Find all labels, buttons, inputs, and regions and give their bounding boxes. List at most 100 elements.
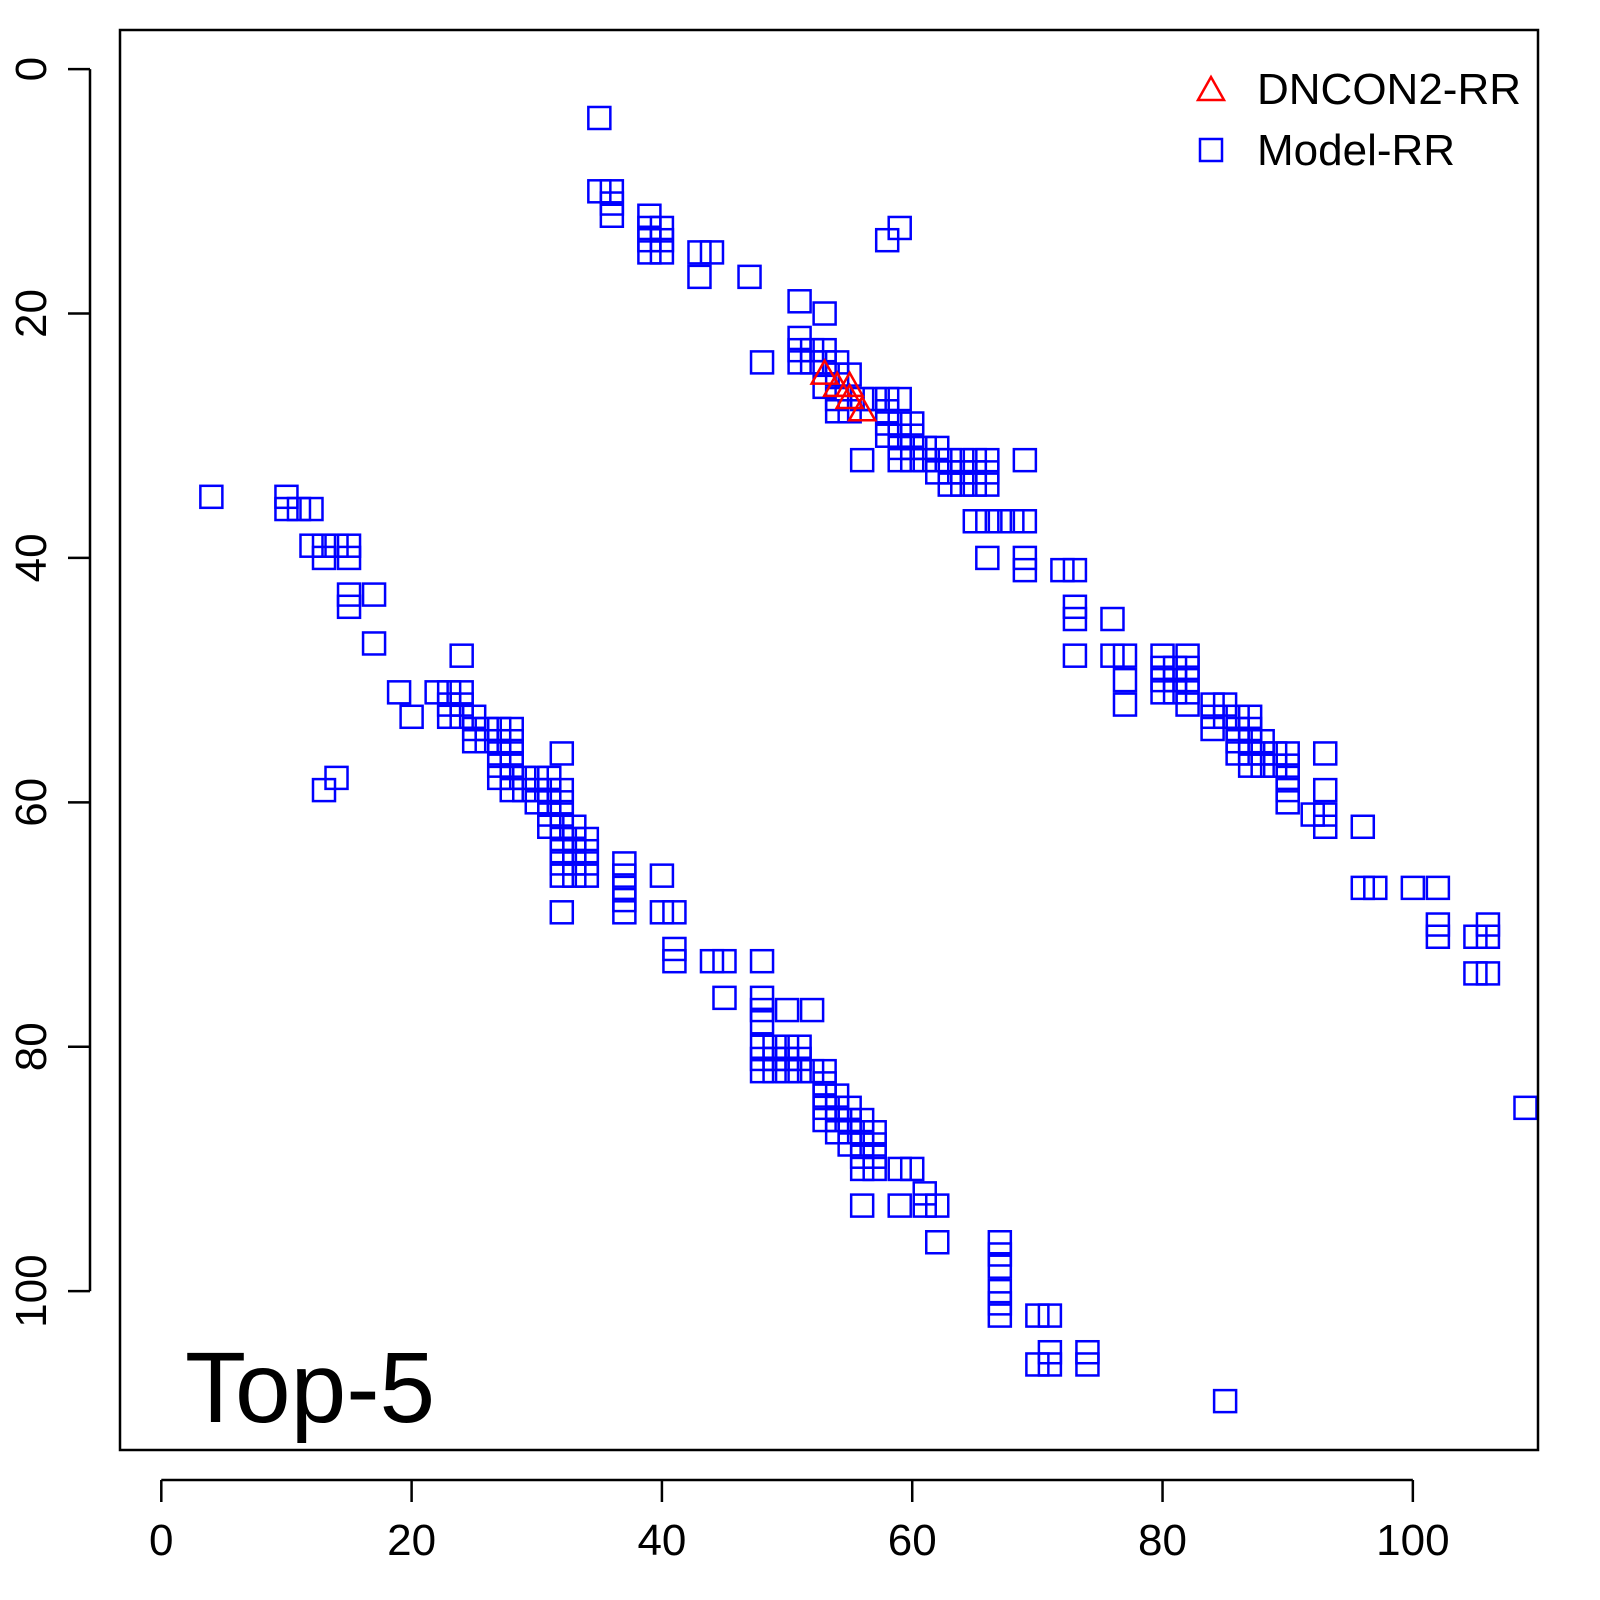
point-model-rr xyxy=(899,1156,925,1182)
x-tick-label: 100 xyxy=(1376,1516,1449,1565)
point-model-rr xyxy=(699,240,725,265)
point-model-rr xyxy=(574,863,600,888)
point-model-rr xyxy=(1312,777,1338,803)
point-model-rr xyxy=(687,264,712,290)
point-model-rr xyxy=(1062,606,1088,632)
legend-label: Model-RR xyxy=(1257,126,1455,175)
point-model-rr xyxy=(299,496,324,522)
point-model-rr xyxy=(1012,447,1038,473)
point-model-rr xyxy=(712,985,737,1011)
y-tick-label: 20 xyxy=(7,289,56,338)
x-tick-label: 20 xyxy=(387,1516,436,1565)
point-model-rr xyxy=(687,240,712,265)
legend-entry-model-rr: Model-RR xyxy=(1198,126,1455,175)
y-tick-label: 0 xyxy=(7,57,56,81)
point-model-rr xyxy=(987,1254,1013,1279)
point-model-rr xyxy=(737,264,762,290)
point-model-rr xyxy=(849,386,875,412)
y-tick-label: 40 xyxy=(7,533,56,582)
point-model-rr xyxy=(1463,961,1488,986)
point-model-rr xyxy=(1363,875,1388,901)
point-model-rr xyxy=(274,496,299,522)
point-model-rr xyxy=(887,1156,912,1182)
y-tick-label: 80 xyxy=(7,1022,56,1071)
point-model-rr xyxy=(587,105,612,131)
point-model-rr xyxy=(749,1010,775,1035)
point-model-rr xyxy=(649,863,675,888)
point-model-rr xyxy=(1012,509,1038,534)
legend-entry-dncon2-rr: DNCON2-RR xyxy=(1195,65,1521,114)
x-axis: 0 20 40 60 80 100 xyxy=(149,1478,1450,1565)
point-model-rr xyxy=(1062,557,1088,583)
point-model-rr xyxy=(361,631,387,656)
point-model-rr xyxy=(549,900,575,925)
y-tick-label: 100 xyxy=(7,1254,56,1327)
point-model-rr xyxy=(1062,643,1088,668)
point-model-rr xyxy=(862,1156,887,1182)
point-model-rr xyxy=(449,643,474,668)
legend-label: DNCON2-RR xyxy=(1257,65,1521,114)
point-model-rr xyxy=(649,240,675,265)
point-model-rr xyxy=(662,948,687,974)
x-tick-label: 0 xyxy=(149,1516,173,1565)
point-model-rr xyxy=(787,1058,812,1084)
point-model-rr xyxy=(799,997,825,1023)
point-model-rr xyxy=(1275,790,1300,815)
point-model-rr xyxy=(1075,1352,1100,1377)
point-model-rr xyxy=(1100,606,1125,632)
y-tick-label: 60 xyxy=(7,778,56,827)
point-model-rr xyxy=(1100,643,1125,668)
legend-marker xyxy=(1198,137,1224,163)
point-model-rr xyxy=(199,484,224,510)
point-model-rr xyxy=(887,215,912,241)
point-model-rr xyxy=(849,1193,875,1218)
legend-marker xyxy=(1195,74,1227,102)
point-model-rr xyxy=(1350,814,1376,840)
point-model-rr xyxy=(824,399,850,424)
point-model-rr xyxy=(925,1193,950,1218)
point-model-rr xyxy=(962,509,988,534)
point-model-rr xyxy=(549,741,575,766)
x-tick-label: 60 xyxy=(888,1516,937,1565)
point-model-rr xyxy=(649,900,675,925)
point-model-rr xyxy=(912,1193,937,1218)
point-model-rr xyxy=(336,545,362,571)
point-model-rr xyxy=(987,509,1013,534)
point-model-rr xyxy=(1312,814,1338,840)
point-model-rr xyxy=(612,900,637,925)
panel-annotation: Top-5 xyxy=(185,1332,435,1444)
point-model-rr xyxy=(662,900,687,925)
point-model-rr xyxy=(336,594,362,620)
point-model-rr xyxy=(774,997,800,1023)
point-model-rr xyxy=(1212,1388,1238,1414)
point-model-rr xyxy=(987,1303,1013,1328)
point-model-rr xyxy=(1312,741,1338,766)
point-model-rr xyxy=(1513,1095,1538,1121)
x-tick-label: 40 xyxy=(637,1516,686,1565)
point-model-rr xyxy=(361,582,387,607)
point-dncon2-rr xyxy=(809,358,840,385)
point-model-rr xyxy=(1025,1303,1050,1328)
point-model-rr xyxy=(1112,692,1138,717)
plot-frame xyxy=(118,28,1540,1452)
point-model-rr xyxy=(286,496,312,522)
point-dncon2-rr xyxy=(834,370,865,398)
point-model-rr xyxy=(386,680,412,705)
point-model-rr xyxy=(1037,1352,1063,1377)
point-model-rr xyxy=(849,447,875,473)
point-dncon2-rr xyxy=(834,382,865,410)
point-model-rr xyxy=(699,948,725,974)
point-model-rr xyxy=(1037,1303,1063,1328)
point-model-rr xyxy=(1050,557,1075,583)
point-model-rr xyxy=(787,289,812,314)
point-model-rr xyxy=(1400,875,1426,901)
point-model-rr xyxy=(749,948,775,974)
point-model-rr xyxy=(975,472,1000,497)
points-layer xyxy=(199,105,1538,1414)
legend: DNCON2-RR Model-RR xyxy=(1195,65,1521,175)
point-model-rr xyxy=(887,1193,912,1218)
point-model-rr xyxy=(925,1230,950,1255)
point-model-rr xyxy=(1350,875,1376,901)
point-model-rr xyxy=(1112,667,1138,693)
